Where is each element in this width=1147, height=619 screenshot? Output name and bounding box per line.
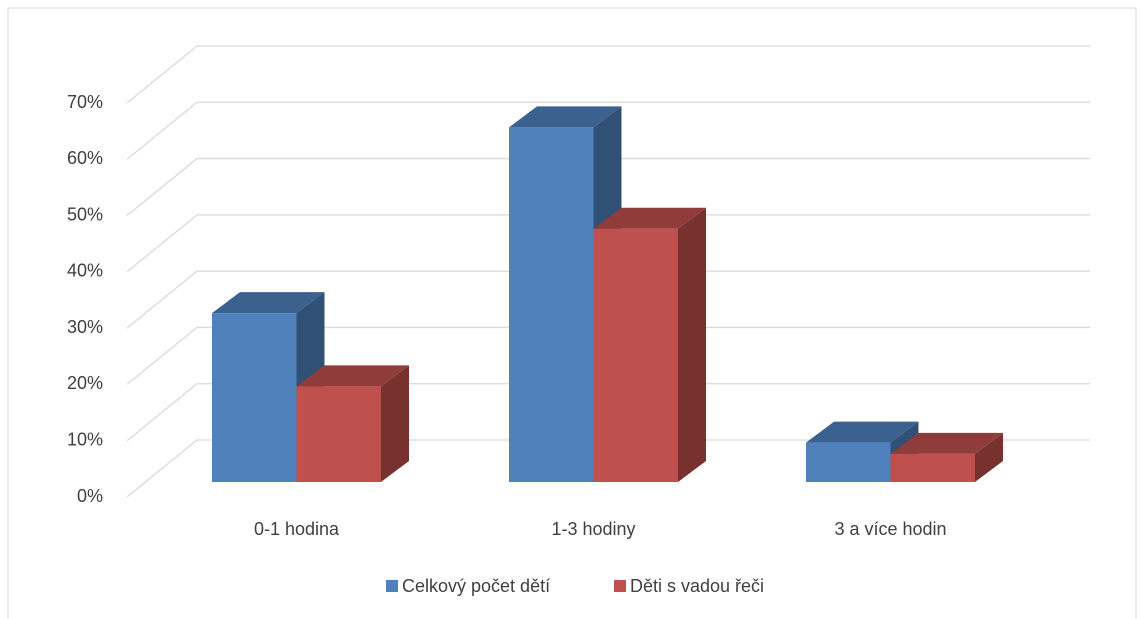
bar-top <box>806 421 919 443</box>
x-tick-label: 0-1 hodina <box>254 519 340 539</box>
bar <box>890 453 975 482</box>
bar <box>806 442 891 482</box>
grid-line <box>126 326 1090 385</box>
y-tick-label: 20% <box>67 373 103 393</box>
legend-label: Děti s vadou řeči <box>630 576 764 596</box>
bar <box>296 386 381 482</box>
bar-side <box>381 365 409 482</box>
y-tick-label: 50% <box>67 204 103 224</box>
bar-top <box>890 432 1003 454</box>
bar <box>509 127 594 483</box>
legend-swatch <box>386 580 398 592</box>
bar-top <box>296 365 409 387</box>
y-tick-label: 40% <box>67 261 103 281</box>
grid-line <box>126 383 1090 442</box>
grid-line <box>126 439 1090 498</box>
grid-line <box>126 214 1090 273</box>
y-tick-label: 30% <box>67 317 103 337</box>
grid-line <box>126 101 1090 160</box>
y-tick-label: 10% <box>67 429 103 449</box>
bar-side <box>678 207 706 482</box>
bar-top <box>593 207 706 229</box>
y-tick-label: 70% <box>67 92 103 112</box>
x-tick-label: 3 a více hodin <box>834 519 946 539</box>
legend-swatch <box>614 580 626 592</box>
bar <box>593 228 678 482</box>
legend-label: Celkový počet dětí <box>402 576 550 596</box>
grid-line <box>126 45 1090 104</box>
bar-top <box>212 292 325 314</box>
bar <box>212 313 297 482</box>
bar-side <box>975 432 1003 482</box>
y-tick-label: 60% <box>67 148 103 168</box>
grid-line <box>126 157 1090 217</box>
y-tick-label: 0% <box>77 486 103 506</box>
x-tick-label: 1-3 hodiny <box>551 519 635 539</box>
bar-top <box>509 106 622 128</box>
chart-border <box>7 7 1137 619</box>
grid-line <box>126 270 1090 329</box>
